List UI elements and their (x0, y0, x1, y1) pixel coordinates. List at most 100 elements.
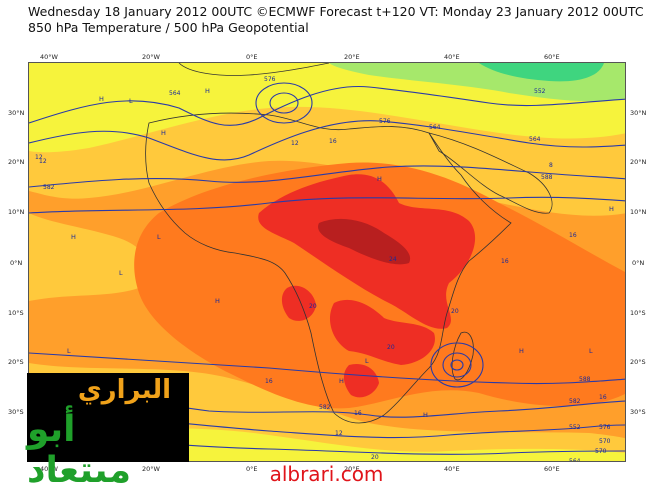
geopotential-label: 570 (599, 438, 611, 445)
temperature-region-red-south (329, 299, 435, 365)
temperature-label: 20 (309, 303, 317, 310)
geopotential-label: 588 (541, 174, 553, 181)
lon-label-top-40e: 40°E (444, 53, 460, 61)
logo-text-bottom: أبو ميتعاد (27, 409, 131, 485)
lat-label-left-10s: 10°S (8, 309, 24, 317)
contour-588 (29, 196, 625, 214)
logo-text-top: البراري (77, 375, 171, 405)
cyclone-outer-ring (430, 342, 484, 388)
geopotential-label: 564 (569, 458, 581, 462)
lon-label-top-0e: 0°E (246, 53, 258, 61)
lon-label-bottom-40w: 40°W (40, 465, 58, 473)
lat-label-left-10n: 10°N (8, 208, 25, 216)
temperature-band-green (479, 63, 604, 82)
geopotential-label: 576 (264, 76, 276, 83)
geopotential-label: 552 (534, 88, 546, 95)
lon-label-bottom-20w: 20°W (142, 465, 160, 473)
lon-label-bottom-40e: 40°E (444, 465, 460, 473)
lon-label-top-20e: 20°E (344, 53, 360, 61)
temperature-label: 12 (35, 154, 43, 161)
coastline-africa (145, 112, 512, 424)
temperature-label: 16 (569, 232, 577, 239)
contour-582 (29, 165, 625, 188)
closed-low-north-atlantic-inner (269, 92, 299, 114)
geopotential-label: 576 (599, 424, 611, 431)
geopotential-label: 564 (529, 136, 541, 143)
contour-564-north (29, 85, 625, 126)
lat-label-right-10n: 10°N (630, 208, 647, 216)
pressure-center: L (129, 97, 133, 105)
closed-low-north-atlantic (255, 82, 313, 124)
coastline-arabia (428, 132, 553, 214)
temperature-region-red-kalahari (343, 363, 379, 398)
lat-label-left-20n: 20°N (8, 158, 25, 166)
geopotential-label: 570 (595, 448, 607, 455)
pressure-center: H (71, 233, 76, 241)
geopotential-label: 582 (43, 184, 55, 191)
lat-label-left-0n: 0°N (10, 259, 23, 267)
chart-title: Wednesday 18 January 2012 00UTC ©ECMWF F… (28, 4, 644, 19)
lat-label-right-0n: 0°N (632, 259, 645, 267)
lat-label-right-20n: 20°N (630, 158, 647, 166)
pressure-center: L (589, 347, 593, 355)
temperature-label: 16 (329, 138, 337, 145)
temperature-patch-light-orange-west (29, 213, 150, 301)
pressure-center: H (99, 95, 104, 103)
pressure-center: H (339, 377, 344, 385)
lon-label-bottom-60e: 60°E (544, 465, 560, 473)
temperature-label: 16 (501, 258, 509, 265)
pressure-center: L (119, 269, 123, 277)
geopotential-label: 588 (579, 376, 591, 383)
geopotential-label: 564 (429, 124, 441, 131)
albrari-logo: البراري أبو ميتعاد (27, 373, 189, 485)
lon-label-bottom-20e: 20°E (344, 465, 360, 473)
pressure-center: H (423, 411, 428, 419)
pressure-center: H (609, 205, 614, 213)
temperature-region-dark-red-core (318, 218, 411, 265)
lon-label-top-40w: 40°W (40, 53, 58, 61)
temperature-label: 20 (451, 308, 459, 315)
pressure-center: H (377, 175, 382, 183)
pressure-center: H (215, 297, 220, 305)
chart-subtitle: 850 hPa Temperature / 500 hPa Geopotenti… (28, 20, 309, 35)
temperature-label: 20 (387, 344, 395, 351)
cyclone-middle-ring (442, 352, 472, 378)
temperature-label: 16 (354, 410, 362, 417)
contour-588-south (29, 352, 625, 385)
temperature-label: 20 (371, 454, 379, 461)
geopotential-label: 582 (569, 398, 581, 405)
temperature-region-red-angola (281, 285, 316, 321)
temperature-label: 12 (335, 430, 343, 437)
lat-label-right-30s: 30°S (630, 408, 646, 416)
pressure-center: H (205, 87, 210, 95)
contour-576-north (29, 120, 625, 161)
lat-label-right-10s: 10°S (630, 309, 646, 317)
temperature-label: 8 (549, 162, 553, 169)
lon-label-top-20w: 20°W (142, 53, 160, 61)
lat-label-left-20s: 20°S (8, 358, 24, 366)
lon-label-top-60e: 60°E (544, 53, 560, 61)
pressure-center: H (161, 129, 166, 137)
coastline-europe (178, 63, 330, 76)
temperature-label: 16 (265, 378, 273, 385)
temperature-label: 12 (291, 140, 299, 147)
geopotential-label: 552 (569, 424, 581, 431)
lat-label-left-30n: 30°N (8, 109, 25, 117)
pressure-center: L (67, 347, 71, 355)
lat-label-right-20s: 20°S (630, 358, 646, 366)
lat-label-left-30s: 30°S (8, 408, 24, 416)
geopotential-label: 582 (319, 404, 331, 411)
geopotential-label: 576 (379, 118, 391, 125)
geopotential-label: 564 (169, 90, 181, 97)
lon-label-bottom-0e: 0°E (246, 465, 258, 473)
temperature-label: 24 (389, 256, 397, 263)
site-watermark: albrari.com (269, 462, 384, 485)
temperature-label: 16 (599, 394, 607, 401)
cyclone-inner-ring (450, 359, 464, 371)
lat-label-right-30n: 30°N (630, 109, 647, 117)
temperature-label: 12 (39, 158, 47, 165)
pressure-center: L (365, 357, 369, 365)
pressure-center: L (157, 233, 161, 241)
pressure-center: H (519, 347, 524, 355)
